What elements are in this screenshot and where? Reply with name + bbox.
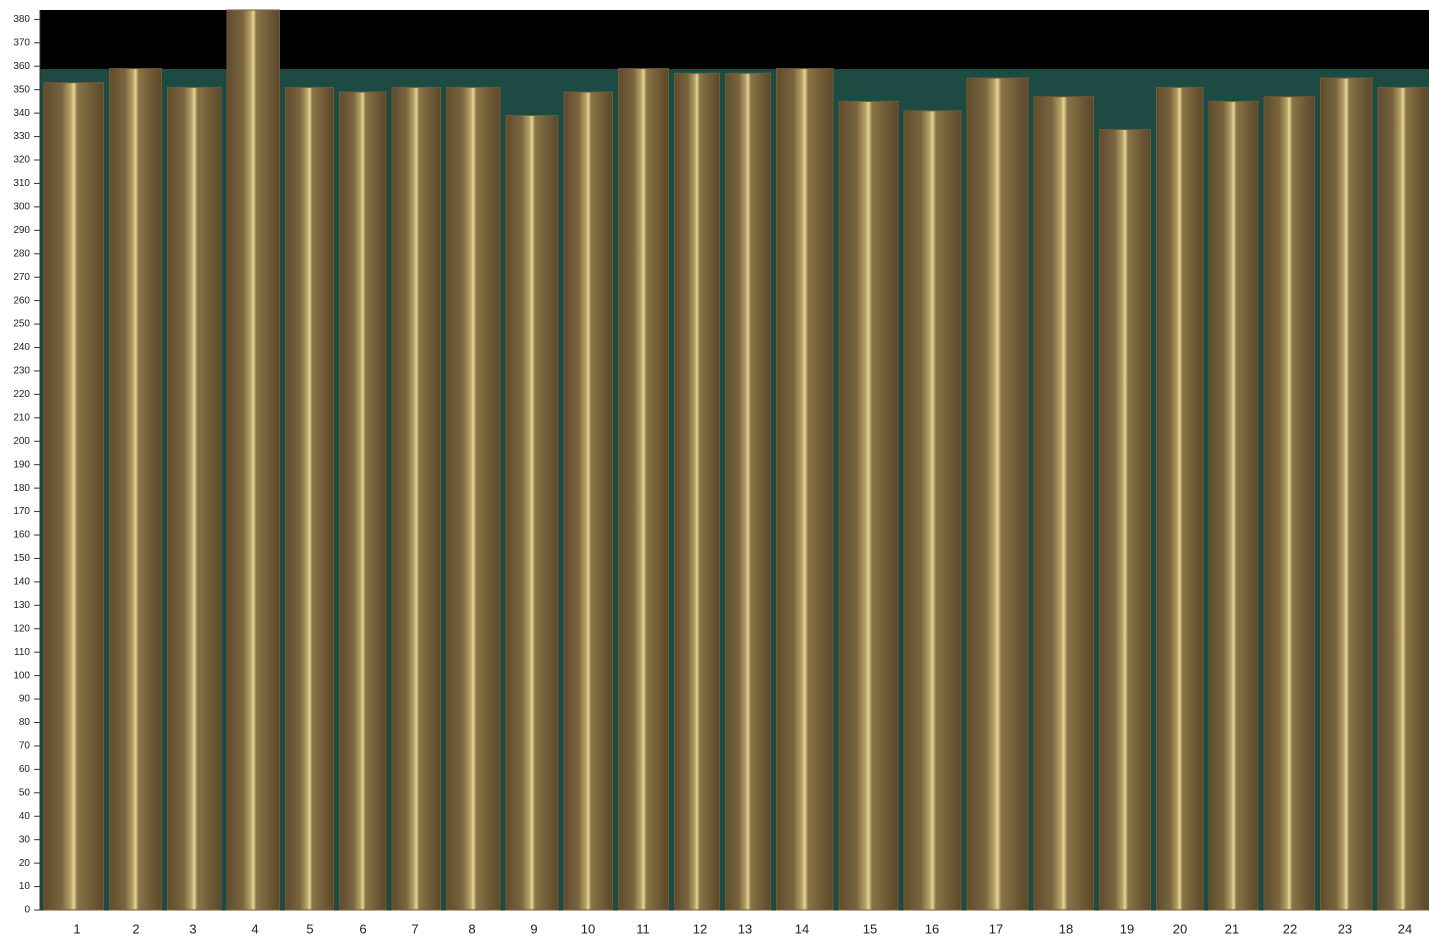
y-tick-label: 180 bbox=[13, 483, 30, 494]
x-tick-label: 18 bbox=[1059, 921, 1073, 936]
x-tick-label: 12 bbox=[693, 921, 707, 936]
y-tick-label: 270 bbox=[13, 272, 30, 283]
veneer-strip bbox=[776, 68, 834, 911]
x-tick-label: 16 bbox=[925, 921, 939, 936]
x-tick-label: 11 bbox=[636, 921, 650, 936]
y-tick-label: 140 bbox=[13, 577, 30, 588]
veneer-strip bbox=[1320, 77, 1373, 911]
y-tick-label: 350 bbox=[13, 84, 30, 95]
y-tick-label: 60 bbox=[19, 764, 31, 775]
x-tick-label: 22 bbox=[1283, 921, 1297, 936]
y-tick-label: 30 bbox=[19, 834, 31, 845]
y-tick-label: 40 bbox=[19, 811, 31, 822]
veneer-strip bbox=[1156, 86, 1204, 911]
y-tick-label: 90 bbox=[19, 694, 31, 705]
y-tick-label: 130 bbox=[13, 600, 30, 611]
y-tick-label: 320 bbox=[13, 155, 30, 166]
x-tick-label: 5 bbox=[306, 921, 313, 936]
veneer-strip bbox=[903, 110, 962, 911]
x-tick-label: 8 bbox=[468, 921, 475, 936]
y-tick-label: 190 bbox=[13, 459, 30, 470]
y-tick-label: 240 bbox=[13, 342, 30, 353]
y-tick-label: 370 bbox=[13, 37, 30, 48]
y-tick-label: 220 bbox=[13, 389, 30, 400]
x-tick-label: 13 bbox=[738, 921, 752, 936]
y-tick-label: 110 bbox=[14, 647, 30, 658]
y-tick-label: 170 bbox=[13, 506, 30, 517]
veneer-strip bbox=[167, 86, 222, 911]
y-tick-label: 70 bbox=[19, 741, 31, 752]
y-tick-label: 10 bbox=[19, 881, 31, 892]
y-tick-label: 380 bbox=[13, 14, 30, 25]
y-tick-label: 120 bbox=[13, 623, 30, 634]
x-tick-label: 20 bbox=[1173, 921, 1187, 936]
x-tick-label: 10 bbox=[581, 921, 595, 936]
y-tick-label: 230 bbox=[13, 366, 30, 377]
veneer-strip bbox=[339, 91, 387, 911]
y-tick-label: 250 bbox=[13, 319, 30, 330]
veneer-strip bbox=[838, 100, 899, 911]
y-tick-label: 200 bbox=[13, 436, 30, 447]
y-tick-label: 290 bbox=[13, 225, 30, 236]
x-tick-label: 1 bbox=[73, 921, 80, 936]
x-tick-label: 14 bbox=[795, 921, 809, 936]
veneer-strip bbox=[446, 86, 501, 911]
y-tick-label: 160 bbox=[13, 530, 30, 541]
y-tick-label: 280 bbox=[13, 248, 30, 259]
veneer-strip bbox=[285, 86, 334, 911]
y-tick-label: 50 bbox=[19, 787, 31, 798]
veneer-strip bbox=[1099, 129, 1151, 911]
x-tick-label: 17 bbox=[989, 921, 1003, 936]
veneer-strip bbox=[1208, 100, 1259, 911]
y-tick-label: 310 bbox=[13, 178, 30, 189]
y-tick-label: 360 bbox=[13, 61, 30, 72]
veneer-strip bbox=[725, 72, 771, 911]
x-tick-label: 23 bbox=[1338, 921, 1352, 936]
x-tick-label: 7 bbox=[411, 921, 418, 936]
y-tick-label: 80 bbox=[19, 717, 31, 728]
veneer-strip bbox=[43, 82, 104, 911]
veneer-strip bbox=[1033, 96, 1094, 911]
x-tick-label: 2 bbox=[132, 921, 139, 936]
x-tick-label: 19 bbox=[1120, 921, 1134, 936]
veneer-strip bbox=[391, 86, 441, 911]
y-tick-label: 260 bbox=[13, 295, 30, 306]
veneer-strip bbox=[226, 9, 280, 911]
y-tick-label: 100 bbox=[13, 670, 30, 681]
x-tick-label: 3 bbox=[189, 921, 196, 936]
y-tick-label: 300 bbox=[13, 202, 30, 213]
x-tick-label: 4 bbox=[251, 921, 258, 936]
veneer-strip bbox=[563, 91, 613, 911]
y-tick-label: 20 bbox=[19, 858, 31, 869]
y-tick-label: 330 bbox=[13, 131, 30, 142]
veneer-strip bbox=[674, 72, 720, 911]
x-tick-label: 15 bbox=[863, 921, 877, 936]
x-tick-label: 21 bbox=[1225, 921, 1239, 936]
veneer-strip bbox=[1377, 86, 1429, 911]
veneer-strip bbox=[1263, 96, 1315, 911]
veneer-strip bbox=[505, 114, 559, 911]
veneer-strip bbox=[109, 68, 162, 911]
x-tick-label: 6 bbox=[359, 921, 366, 936]
x-tick-label: 9 bbox=[530, 921, 537, 936]
x-tick-label: 24 bbox=[1398, 921, 1412, 936]
y-tick-label: 340 bbox=[13, 108, 30, 119]
y-tick-label: 0 bbox=[24, 905, 30, 916]
veneer-strip bbox=[618, 68, 669, 911]
veneer-strip bbox=[966, 77, 1029, 911]
y-tick-label: 210 bbox=[13, 412, 30, 423]
y-tick-label: 150 bbox=[13, 553, 30, 564]
